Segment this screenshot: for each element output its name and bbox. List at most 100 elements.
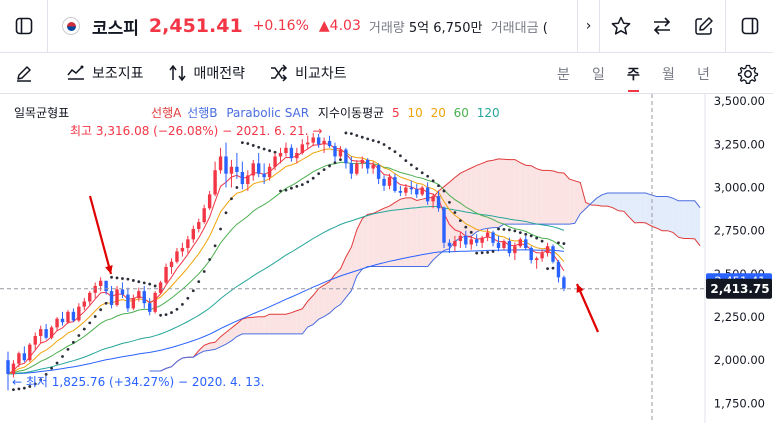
ema-120-line	[7, 249, 564, 375]
period-selector: 분 일 주 월 년	[546, 53, 721, 94]
psar-dot	[93, 315, 97, 318]
price-chart[interactable]: 최고 3,316.08 (−26.08%) − 2021. 6. 21. → ← …	[0, 94, 773, 423]
psar-dot	[311, 176, 315, 180]
cloud-segment	[482, 161, 488, 230]
cloud-segment	[498, 158, 504, 228]
cloud-segment	[471, 165, 477, 237]
cloud-segment	[307, 295, 314, 327]
psar-dot	[437, 184, 440, 188]
candle-body	[126, 294, 130, 309]
cloud-segment	[296, 308, 303, 334]
psar-dot	[33, 382, 37, 386]
chevron-right-icon: ›	[585, 18, 592, 34]
psar-dot	[551, 266, 555, 270]
psar-dot	[186, 296, 190, 300]
symbol-name: 코스피	[92, 18, 139, 39]
candle-body	[529, 247, 533, 261]
compare-chart-button[interactable]: 비교차트	[257, 53, 359, 94]
symbol-info[interactable]: 코스피 2,451.41 +0.16% ▲4.03 거래량 5억 6,750만 …	[48, 0, 577, 53]
candle-body	[218, 156, 223, 171]
cloud-segment	[667, 196, 673, 233]
favorite-button[interactable]	[599, 0, 641, 53]
period-year-tab[interactable]: 년	[697, 66, 710, 83]
legend-ema: 지수이동평균	[317, 106, 385, 120]
psar-dot	[404, 159, 408, 163]
period-day-tab[interactable]: 일	[592, 66, 605, 83]
candle-body	[518, 239, 522, 247]
pencil-square-icon	[695, 17, 713, 35]
sidebar-toggle-button[interactable]	[0, 0, 48, 53]
highlight-arrow-right	[575, 283, 600, 333]
candle-body	[93, 285, 97, 293]
candle-body	[398, 190, 403, 193]
cloud-segment	[645, 193, 652, 226]
cloud-segment	[362, 214, 368, 270]
candle-body	[202, 208, 206, 223]
cloud-segment	[569, 179, 575, 225]
chart-settings-button[interactable]	[723, 53, 773, 94]
trading-strategy-button[interactable]: 매매전략	[156, 53, 258, 94]
cloud-segment	[503, 159, 510, 225]
psar-dot	[540, 239, 544, 243]
cloud-segment	[313, 288, 319, 325]
psar-dot	[279, 189, 282, 193]
change-absolute: ▲4.03	[318, 18, 361, 34]
scroll-right-button[interactable]: ›	[577, 0, 599, 53]
psar-dot	[77, 334, 81, 337]
candle-body	[507, 241, 512, 254]
candle-body	[246, 175, 250, 185]
candle-body	[251, 163, 255, 176]
psar-dot	[322, 168, 326, 172]
cloud-segment	[672, 198, 679, 238]
buy-sell-arrows-icon	[168, 64, 186, 82]
cloud-segment	[558, 172, 564, 225]
psar-dot	[251, 144, 255, 147]
cloud-segment	[405, 197, 412, 267]
psar-dot	[399, 154, 402, 158]
period-month-tab[interactable]: 월	[662, 66, 675, 83]
cloud-segment	[629, 193, 635, 223]
cloud-segment	[689, 200, 695, 239]
candle-body	[562, 277, 566, 289]
candle-body	[475, 239, 479, 243]
compare-label: 비교차트	[295, 66, 347, 82]
period-week-tab[interactable]: 주	[616, 53, 651, 94]
cloud-segment	[247, 317, 254, 334]
candle-body	[458, 235, 463, 242]
cloud-segment	[683, 200, 690, 239]
psar-dot	[61, 355, 64, 358]
candle-body	[485, 232, 490, 238]
cloud-segment	[280, 314, 286, 334]
psar-dot	[508, 228, 511, 232]
span-a-line	[149, 158, 701, 372]
psar-dot	[219, 227, 222, 231]
candle-body	[436, 196, 441, 209]
cloud-segment	[607, 193, 613, 208]
indicators-button[interactable]: 보조지표	[54, 53, 156, 94]
cloud-segment	[547, 170, 553, 225]
volume-value: 5억 6,750만	[408, 20, 483, 36]
cloud-segment	[345, 247, 352, 298]
candle-body	[360, 159, 364, 164]
drawing-tool-button[interactable]	[0, 53, 54, 94]
candle-body	[115, 289, 119, 305]
period-minute-tab[interactable]: 분	[557, 66, 570, 83]
top-bar: 코스피 2,451.41 +0.16% ▲4.03 거래량 5억 6,750만 …	[0, 0, 773, 53]
candle-body	[355, 163, 359, 174]
psar-dot	[502, 228, 506, 231]
compare-swap-button[interactable]	[641, 0, 683, 53]
candle-body	[382, 178, 386, 186]
candle-body	[197, 222, 201, 229]
candle-body	[322, 140, 326, 145]
cloud-segment	[400, 197, 406, 267]
right-panel-toggle-button[interactable]	[725, 0, 773, 53]
candle-body	[66, 311, 70, 323]
psar-dot	[17, 387, 21, 391]
indicator-chart-icon	[67, 65, 84, 80]
price-axis[interactable]: 3,500.003,250.003,000.002,750.002,500.00…	[704, 94, 772, 423]
cloud-segment	[525, 165, 532, 225]
cloud-segment	[520, 162, 526, 225]
change-percent: +0.16%	[252, 18, 309, 34]
edit-button[interactable]	[683, 0, 725, 53]
cloud-segment	[269, 314, 276, 334]
